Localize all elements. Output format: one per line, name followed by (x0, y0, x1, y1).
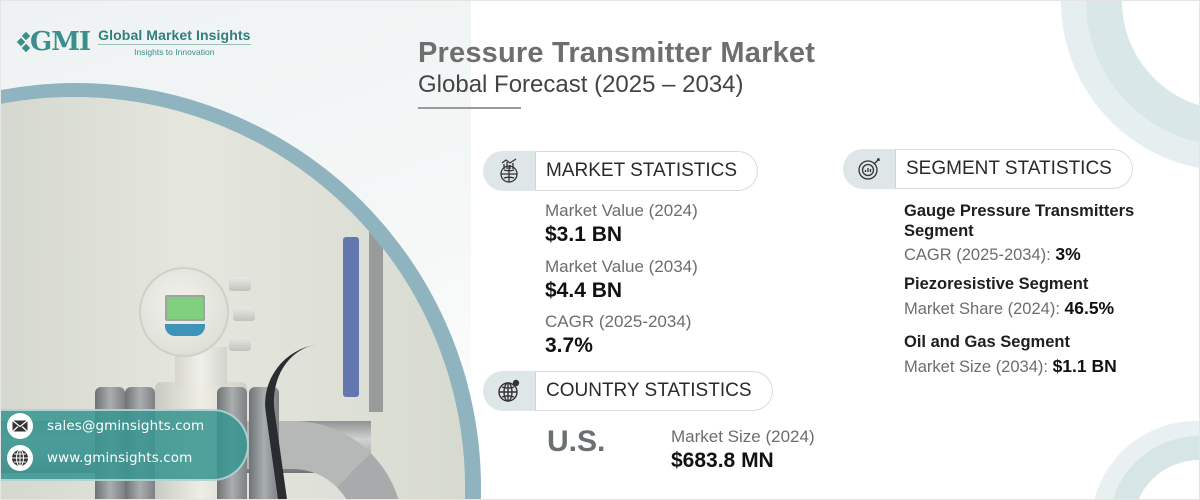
globe-pin-icon (483, 371, 535, 411)
flange-right-2 (249, 387, 279, 499)
contact-panel (1, 409, 249, 481)
segment-piezoresistive-metric-value: 46.5% (1064, 298, 1115, 318)
photo-blue-post (343, 237, 359, 397)
segment-piezoresistive-title: Piezoresistive Segment (904, 275, 1089, 293)
contact-website[interactable]: www.gminsights.com (7, 445, 192, 471)
market-statistics-header: MARKET STATISTICS (483, 151, 759, 191)
country-statistics-header: COUNTRY STATISTICS (483, 371, 773, 411)
logo-text: Global Market Insights Insights to Innov… (98, 27, 251, 57)
segment-gauge-title-line1: Gauge Pressure Transmitters (904, 202, 1135, 220)
transmitter-lcd (165, 295, 205, 321)
segment-statistics-title: SEGMENT STATISTICS (895, 149, 1133, 189)
logo-gmi-text: GMI (30, 27, 91, 57)
cable-gland-1 (229, 277, 251, 291)
segment-oil-gas-metric: Market Size (2034): $1.1 BN (904, 356, 1117, 377)
contact-email[interactable]: sales@gminsights.com (7, 413, 204, 439)
page-subtitle: Global Forecast (2025 – 2034) (418, 71, 744, 98)
chart-globe-icon (483, 151, 535, 191)
market-value-2034-label: Market Value (2034) (545, 257, 698, 276)
market-value-2034-value: $4.4 BN (545, 279, 623, 302)
segment-oil-gas-title: Oil and Gas Segment (904, 333, 1070, 351)
country-market-size-value: $683.8 MN (671, 449, 774, 472)
segment-gauge-metric-label: CAGR (2025-2034): (904, 246, 1051, 264)
market-value-2024-value: $3.1 BN (545, 223, 623, 246)
brand-tagline: Insights to Innovation (134, 47, 215, 57)
cagr-value: 3.7% (545, 334, 593, 357)
gmi-logo[interactable]: GMI Global Market Insights Insights to I… (16, 27, 251, 57)
country-name: U.S. (547, 425, 606, 458)
brand-name: Global Market Insights (98, 27, 251, 45)
transmitter-keypad (165, 324, 205, 336)
cable-gland-3 (229, 337, 251, 351)
market-value-2024-label: Market Value (2024) (545, 201, 698, 220)
globe-icon (7, 445, 33, 471)
target-chart-icon (843, 149, 895, 189)
country-market-size-label: Market Size (2024) (671, 427, 815, 446)
cable-gland-2 (233, 307, 255, 321)
title-underline (418, 107, 521, 109)
segment-gauge-metric-value: 3% (1055, 244, 1081, 264)
contact-email-text[interactable]: sales@gminsights.com (47, 418, 205, 434)
photo-dark-post (369, 222, 383, 412)
segment-gauge-title-line2: Segment (904, 222, 974, 240)
segment-statistics-header: SEGMENT STATISTICS (843, 149, 1133, 189)
logo-diamonds-icon (16, 29, 31, 55)
segment-oil-gas-metric-label: Market Size (2034): (904, 358, 1048, 376)
market-statistics-title: MARKET STATISTICS (535, 151, 759, 191)
envelope-icon (7, 413, 33, 439)
segment-oil-gas-metric-value: $1.1 BN (1052, 356, 1117, 376)
logo-mark: GMI (16, 27, 91, 57)
segment-piezoresistive-metric: Market Share (2024): 46.5% (904, 298, 1114, 319)
contact-website-text[interactable]: www.gminsights.com (47, 450, 193, 466)
page-title: Pressure Transmitter Market (418, 37, 816, 69)
segment-gauge-metric: CAGR (2025-2034): 3% (904, 244, 1081, 265)
cagr-label: CAGR (2025-2034) (545, 312, 692, 331)
country-statistics-title: COUNTRY STATISTICS (535, 371, 773, 411)
segment-piezoresistive-metric-label: Market Share (2024): (904, 300, 1060, 318)
